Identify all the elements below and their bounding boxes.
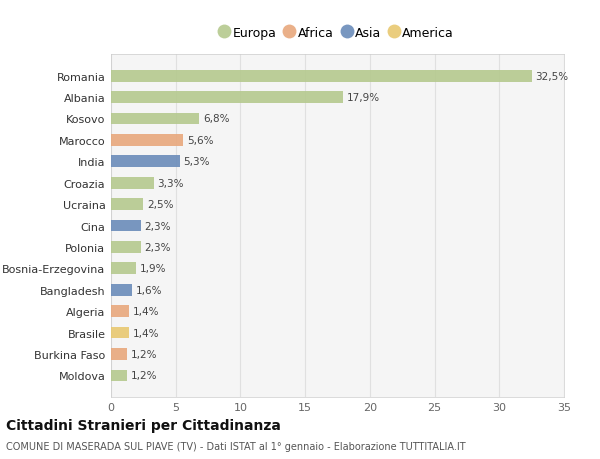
- Text: 17,9%: 17,9%: [347, 93, 380, 103]
- Bar: [111, 199, 143, 211]
- Text: 1,6%: 1,6%: [136, 285, 162, 295]
- Text: COMUNE DI MASERADA SUL PIAVE (TV) - Dati ISTAT al 1° gennaio - Elaborazione TUTT: COMUNE DI MASERADA SUL PIAVE (TV) - Dati…: [6, 441, 466, 451]
- Bar: [111, 241, 141, 253]
- Bar: [111, 348, 127, 360]
- Text: 3,3%: 3,3%: [158, 179, 184, 188]
- Text: 2,5%: 2,5%: [147, 200, 174, 210]
- Bar: [111, 327, 129, 339]
- Text: 2,3%: 2,3%: [145, 242, 171, 252]
- Bar: [111, 220, 141, 232]
- Text: 6,8%: 6,8%: [203, 114, 229, 124]
- Bar: [111, 92, 343, 104]
- Text: 1,9%: 1,9%: [139, 264, 166, 274]
- Text: 5,6%: 5,6%: [187, 135, 214, 146]
- Text: Cittadini Stranieri per Cittadinanza: Cittadini Stranieri per Cittadinanza: [6, 418, 281, 431]
- Text: 1,2%: 1,2%: [130, 370, 157, 381]
- Bar: [111, 156, 179, 168]
- Bar: [111, 113, 199, 125]
- Bar: [111, 71, 532, 82]
- Bar: [111, 178, 154, 189]
- Text: 1,4%: 1,4%: [133, 328, 160, 338]
- Text: 1,4%: 1,4%: [133, 307, 160, 317]
- Text: 1,2%: 1,2%: [130, 349, 157, 359]
- Bar: [111, 306, 129, 317]
- Text: 32,5%: 32,5%: [536, 72, 569, 82]
- Legend: Europa, Africa, Asia, America: Europa, Africa, Asia, America: [218, 24, 457, 42]
- Bar: [111, 284, 132, 296]
- Bar: [111, 370, 127, 381]
- Text: 2,3%: 2,3%: [145, 221, 171, 231]
- Text: 5,3%: 5,3%: [184, 157, 210, 167]
- Bar: [111, 263, 136, 274]
- Bar: [111, 135, 184, 146]
